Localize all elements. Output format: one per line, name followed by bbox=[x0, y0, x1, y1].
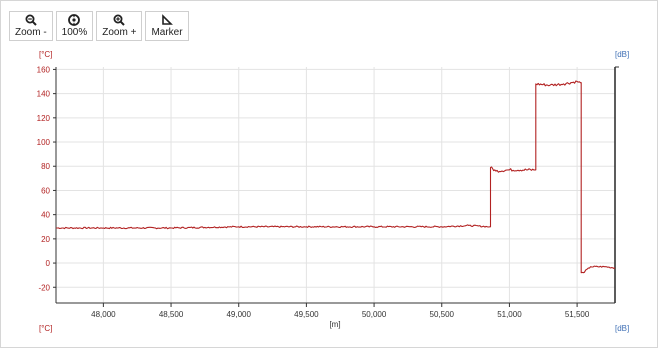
left-axis-unit-bottom: [°C] bbox=[39, 324, 52, 333]
zoom-out-icon bbox=[25, 14, 37, 26]
marker-icon bbox=[162, 14, 173, 25]
y-tick-label: 80 bbox=[41, 162, 50, 171]
x-tick-label: 50,000 bbox=[362, 310, 387, 319]
zoom-out-button[interactable]: Zoom - bbox=[9, 11, 53, 41]
x-tick-label: 48,000 bbox=[91, 310, 116, 319]
left-axis-unit-top: [°C] bbox=[39, 50, 52, 59]
right-axis-unit-top: [dB] bbox=[615, 50, 629, 59]
chart-toolbar: Zoom - 100% Zoom + Marker bbox=[9, 11, 189, 41]
x-tick-label: 48,500 bbox=[159, 310, 184, 319]
x-tick-label: 49,000 bbox=[226, 310, 251, 319]
x-tick-label: 50,500 bbox=[430, 310, 455, 319]
reset-zoom-label: 100% bbox=[61, 27, 88, 38]
reset-zoom-button[interactable]: 100% bbox=[55, 11, 94, 41]
y-tick-label: 0 bbox=[46, 259, 51, 268]
zoom-in-icon bbox=[113, 14, 126, 26]
y-tick-label: -20 bbox=[38, 283, 50, 292]
reset-zoom-icon bbox=[68, 14, 81, 26]
marker-label: Marker bbox=[151, 27, 183, 38]
y-tick-label: 160 bbox=[37, 65, 51, 74]
x-tick-label: 51,500 bbox=[565, 310, 590, 319]
zoom-out-label: Zoom - bbox=[15, 27, 47, 38]
right-axis-unit-bottom: [dB] bbox=[615, 324, 629, 333]
y-tick-label: 40 bbox=[41, 211, 50, 220]
y-tick-label: 120 bbox=[37, 114, 51, 123]
y-tick-label: 20 bbox=[41, 235, 50, 244]
temperature-trace[interactable] bbox=[56, 80, 616, 274]
zoom-in-label: Zoom + bbox=[102, 27, 137, 38]
y-tick-label: 100 bbox=[37, 138, 51, 147]
x-tick-label: 51,000 bbox=[497, 310, 522, 319]
marker-button[interactable]: Marker bbox=[145, 11, 189, 41]
y-tick-label: 140 bbox=[37, 90, 51, 99]
x-axis-unit: [m] bbox=[329, 320, 340, 329]
zoom-in-button[interactable]: Zoom + bbox=[96, 11, 143, 41]
y-tick-label: 60 bbox=[41, 186, 50, 195]
x-tick-label: 49,500 bbox=[294, 310, 319, 319]
